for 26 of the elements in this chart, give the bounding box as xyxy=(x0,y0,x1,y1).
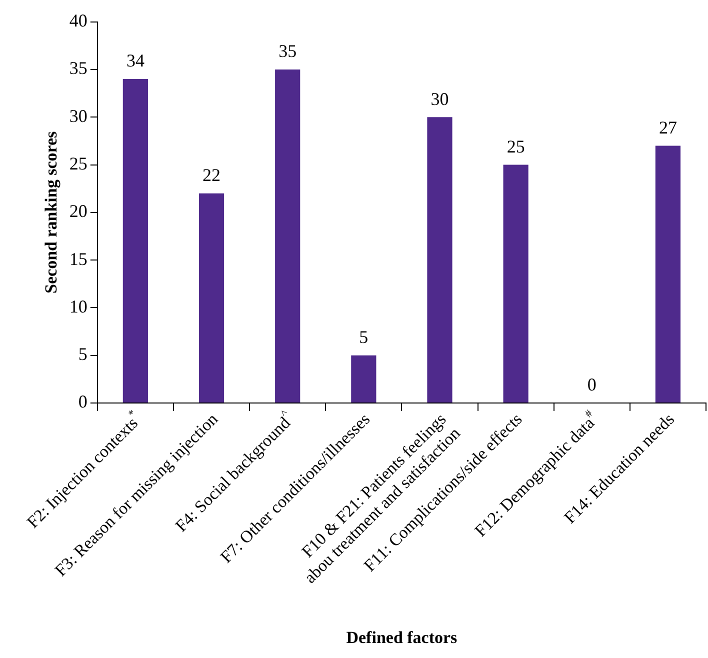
data-label: 34 xyxy=(126,50,144,71)
data-label: 22 xyxy=(202,165,221,186)
y-tick-label: 10 xyxy=(69,296,88,316)
data-label: 27 xyxy=(658,117,677,138)
data-label: 5 xyxy=(359,327,368,348)
bar xyxy=(351,355,376,402)
data-label: 35 xyxy=(278,41,297,62)
y-tick-label: 30 xyxy=(69,106,88,126)
bar xyxy=(503,164,528,402)
data-label: 30 xyxy=(430,88,449,109)
x-axis-title: Defined factors xyxy=(346,628,458,648)
bar xyxy=(427,117,452,402)
y-tick-label: 15 xyxy=(69,248,88,269)
y-tick-label: 25 xyxy=(69,153,88,174)
data-label: 25 xyxy=(506,136,525,156)
y-tick-label: 5 xyxy=(78,344,88,364)
bar xyxy=(275,69,300,402)
y-tick-label: 35 xyxy=(69,58,88,78)
y-tick-label: 20 xyxy=(69,201,88,222)
y-axis-title: Second ranking scores xyxy=(42,130,61,294)
data-label: 0 xyxy=(587,374,596,395)
bar xyxy=(198,193,224,402)
bar xyxy=(122,78,148,402)
y-tick-label: 40 xyxy=(69,10,88,31)
y-tick-label: 0 xyxy=(78,392,88,412)
bar xyxy=(655,146,681,402)
